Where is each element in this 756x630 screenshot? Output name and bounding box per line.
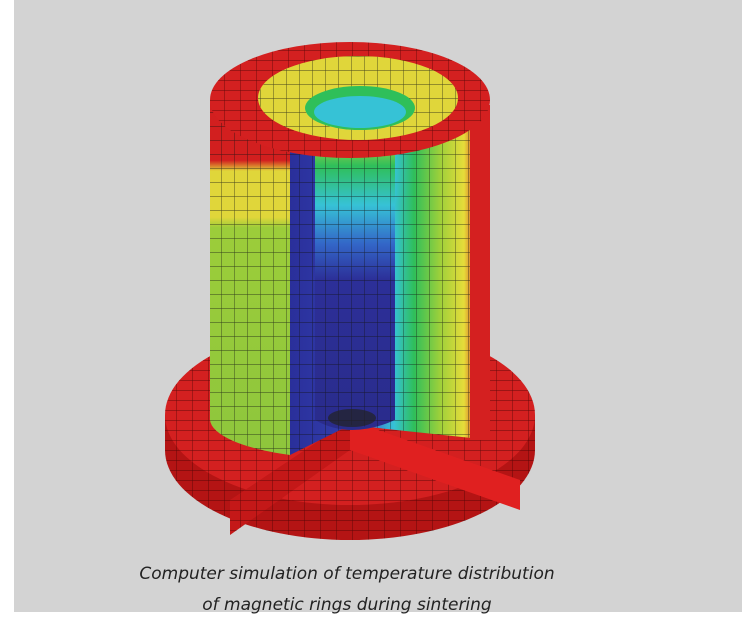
caption-line: Computer simulation of temperature distr…: [139, 564, 554, 584]
simulation-model: [165, 42, 535, 540]
caption-line: of magnetic rings during sintering: [202, 595, 492, 615]
page: Computer simulation of temperature distr…: [0, 0, 756, 630]
figure: Computer simulation of temperature distr…: [0, 0, 756, 630]
